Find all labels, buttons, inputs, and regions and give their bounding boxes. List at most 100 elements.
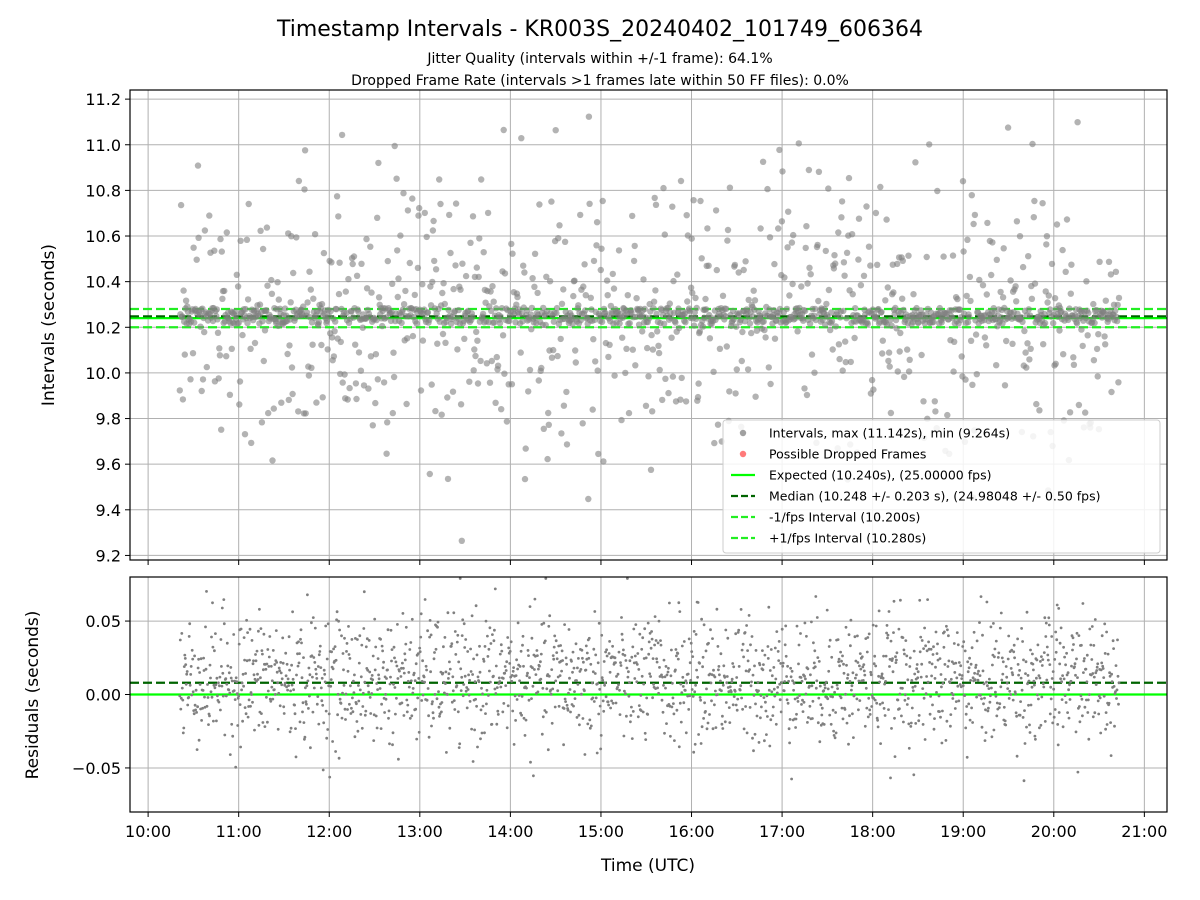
residual-point bbox=[460, 634, 464, 637]
residual-point bbox=[1041, 682, 1045, 686]
residual-point bbox=[845, 721, 849, 725]
residual-point bbox=[743, 631, 747, 634]
interval-point bbox=[806, 264, 813, 271]
residual-point bbox=[774, 677, 778, 681]
residual-point bbox=[938, 710, 941, 713]
residual-point bbox=[181, 698, 185, 702]
interval-point bbox=[1019, 318, 1026, 325]
interval-point bbox=[1051, 295, 1059, 302]
residual-point bbox=[280, 683, 284, 687]
residual-point bbox=[351, 696, 354, 700]
residual-point bbox=[803, 674, 806, 678]
residual-point bbox=[528, 676, 531, 679]
interval-point bbox=[672, 319, 679, 326]
residual-point bbox=[694, 683, 697, 687]
residual-point bbox=[728, 685, 732, 689]
residual-point bbox=[741, 642, 745, 646]
interval-point bbox=[391, 142, 398, 150]
residual-point bbox=[622, 648, 625, 652]
residual-point bbox=[968, 718, 972, 722]
residual-point bbox=[931, 703, 934, 707]
residual-point bbox=[1087, 737, 1091, 741]
residual-point bbox=[599, 734, 603, 737]
residual-point bbox=[271, 697, 275, 701]
residual-point bbox=[957, 661, 961, 664]
interval-point bbox=[545, 421, 552, 428]
residual-point bbox=[1004, 665, 1008, 668]
interval-point bbox=[629, 212, 636, 220]
residual-point bbox=[482, 659, 486, 663]
interval-point bbox=[1046, 306, 1054, 313]
residual-point bbox=[610, 699, 613, 703]
residual-point bbox=[463, 674, 467, 678]
residual-point bbox=[720, 722, 724, 726]
residual-point bbox=[416, 652, 420, 655]
residual-point bbox=[988, 700, 992, 704]
residual-point bbox=[463, 646, 467, 649]
residual-point bbox=[1067, 688, 1070, 692]
interval-point bbox=[884, 284, 891, 291]
residual-point bbox=[447, 677, 450, 680]
residual-point bbox=[488, 669, 491, 673]
residual-point bbox=[1058, 641, 1062, 645]
residual-point bbox=[281, 661, 285, 665]
interval-point bbox=[390, 349, 397, 356]
residual-point bbox=[662, 658, 666, 662]
residual-point bbox=[839, 650, 842, 654]
residual-point bbox=[813, 665, 817, 669]
residual-point bbox=[517, 694, 521, 697]
interval-point bbox=[438, 411, 445, 418]
residual-point bbox=[643, 627, 647, 631]
interval-point bbox=[651, 194, 658, 202]
residual-point bbox=[972, 630, 976, 634]
interval-point bbox=[556, 222, 563, 229]
residual-point bbox=[489, 642, 493, 645]
interval-point bbox=[557, 335, 564, 343]
residual-point bbox=[839, 696, 843, 700]
residual-point bbox=[200, 719, 204, 722]
residual-point bbox=[483, 731, 486, 735]
residual-point bbox=[344, 692, 348, 696]
residual-point bbox=[713, 675, 717, 679]
residual-point bbox=[749, 643, 752, 647]
residual-point bbox=[503, 665, 507, 668]
residual-point bbox=[649, 646, 653, 650]
residual-point bbox=[501, 710, 505, 714]
residual-point bbox=[766, 715, 769, 718]
residual-point bbox=[984, 708, 987, 712]
residual-point bbox=[752, 694, 756, 697]
residual-point bbox=[237, 642, 241, 646]
residual-point bbox=[747, 614, 751, 617]
residual-point bbox=[525, 686, 528, 690]
interval-point bbox=[761, 326, 768, 334]
residual-point bbox=[405, 698, 409, 702]
residual-point bbox=[469, 647, 472, 651]
residual-point bbox=[1047, 616, 1051, 620]
residual-point bbox=[945, 624, 948, 628]
residual-point bbox=[273, 663, 277, 666]
residual-point bbox=[654, 639, 658, 642]
interval-point bbox=[358, 260, 365, 267]
residual-point bbox=[492, 639, 496, 643]
residual-point bbox=[413, 679, 417, 683]
interval-point bbox=[803, 391, 811, 399]
interval-point bbox=[223, 353, 230, 360]
residual-point bbox=[243, 706, 247, 709]
residual-point bbox=[903, 652, 906, 656]
residual-point bbox=[293, 712, 297, 716]
residual-point bbox=[1024, 672, 1027, 675]
residual-point bbox=[688, 694, 692, 698]
residual-point bbox=[782, 689, 786, 693]
residual-point bbox=[1101, 667, 1105, 670]
interval-point bbox=[963, 292, 970, 300]
residual-point bbox=[489, 680, 492, 684]
residual-point bbox=[658, 666, 661, 669]
residual-point bbox=[822, 723, 826, 726]
interval-point bbox=[494, 362, 502, 369]
residual-point bbox=[364, 645, 368, 649]
residual-point bbox=[676, 652, 680, 655]
residual-point bbox=[443, 636, 447, 639]
interval-point bbox=[732, 390, 739, 397]
interval-point bbox=[531, 283, 538, 290]
residual-point bbox=[355, 702, 358, 706]
